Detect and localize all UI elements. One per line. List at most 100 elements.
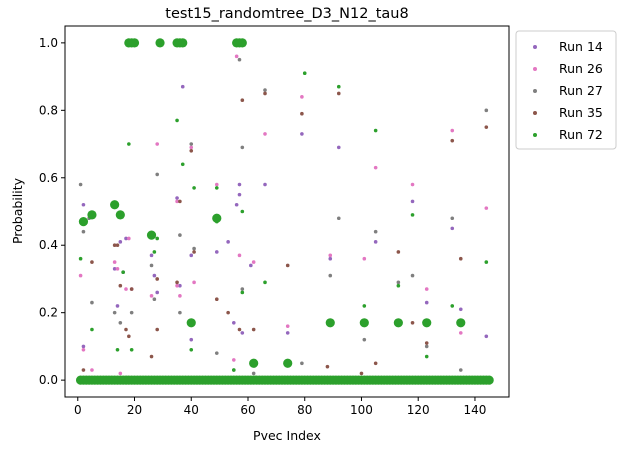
data-point-large	[110, 200, 120, 210]
data-point	[237, 327, 242, 332]
data-point	[81, 344, 86, 349]
data-point	[424, 287, 429, 291]
data-point	[373, 361, 378, 366]
data-point	[78, 273, 83, 278]
data-point	[118, 240, 123, 244]
data-point-large	[237, 38, 247, 48]
y-tick-label: 0.2	[39, 306, 58, 320]
data-point	[450, 304, 455, 308]
data-point-large	[115, 210, 125, 220]
data-point-large	[456, 318, 466, 328]
data-point	[410, 273, 415, 278]
data-point-large	[484, 375, 494, 385]
data-point	[484, 334, 489, 339]
data-point	[410, 321, 415, 325]
legend-label: Run 72	[559, 127, 603, 142]
data-point	[155, 277, 160, 281]
data-point	[328, 256, 333, 261]
data-point	[285, 324, 290, 328]
data-point	[226, 310, 230, 315]
x-tick-label: 0	[74, 403, 82, 417]
data-point	[178, 233, 182, 237]
data-point	[175, 196, 179, 200]
data-point	[127, 142, 131, 146]
data-point	[189, 347, 194, 352]
data-point	[124, 287, 128, 291]
data-point	[336, 145, 341, 150]
data-point	[121, 270, 125, 275]
data-point	[127, 236, 131, 241]
data-point	[237, 57, 242, 62]
data-point	[180, 162, 185, 167]
data-point	[78, 182, 83, 187]
data-point	[458, 331, 463, 335]
points-layer	[76, 38, 494, 385]
data-point	[362, 304, 367, 308]
data-point	[263, 182, 267, 187]
data-point	[263, 280, 267, 285]
data-point	[214, 186, 219, 190]
data-point	[214, 182, 219, 187]
data-point-large	[87, 210, 97, 220]
data-point	[81, 229, 86, 234]
data-point	[458, 256, 463, 261]
data-point	[118, 321, 123, 325]
data-point	[189, 253, 194, 258]
data-point	[263, 88, 267, 92]
x-tick-label: 120	[407, 403, 430, 417]
data-point	[90, 260, 94, 264]
data-point	[214, 297, 219, 301]
data-point	[396, 280, 401, 285]
data-point	[124, 236, 128, 241]
data-point	[81, 368, 86, 372]
legend-marker	[533, 133, 537, 137]
y-tick-label: 0.6	[39, 171, 58, 185]
x-tick-label: 100	[350, 403, 373, 417]
data-point	[175, 118, 179, 123]
legend-marker	[533, 45, 537, 49]
data-point	[152, 250, 157, 254]
data-point	[81, 202, 86, 207]
data-point	[458, 307, 463, 312]
data-point	[285, 263, 290, 268]
y-tick-label: 0.0	[39, 373, 58, 387]
data-point	[240, 331, 245, 335]
data-point	[240, 209, 245, 214]
data-point	[115, 347, 120, 352]
data-point-large	[212, 213, 222, 223]
data-point	[149, 253, 154, 258]
data-point	[129, 287, 134, 291]
legend-label: Run 27	[559, 83, 603, 98]
chart-title: test15_randomtree_D3_N12_tau8	[165, 6, 408, 22]
legend-marker	[533, 89, 537, 93]
data-point	[396, 250, 401, 254]
legend-box	[515, 30, 617, 150]
y-tick-label: 0.8	[39, 103, 58, 117]
data-point	[450, 138, 455, 143]
legend: Run 14 Run 26 Run 27 Run 35 Run 72	[515, 30, 617, 150]
data-point	[175, 283, 179, 288]
data-point	[484, 108, 489, 113]
data-point	[214, 351, 219, 355]
data-point	[189, 337, 194, 342]
data-point	[232, 358, 236, 362]
data-point	[302, 71, 307, 76]
data-point	[155, 327, 160, 332]
data-point	[458, 368, 463, 372]
data-point-large	[325, 318, 335, 328]
y-axis: 0.0 0.2 0.4 0.6 0.8 1.0	[39, 36, 65, 387]
data-point	[178, 283, 182, 288]
data-point	[237, 182, 242, 187]
data-point	[424, 341, 429, 345]
data-point	[155, 172, 160, 177]
data-point	[484, 206, 489, 210]
x-axis: 0 20 40 60 80 100 120 140	[74, 397, 486, 417]
data-point	[362, 256, 367, 261]
plot-frame	[64, 25, 510, 398]
data-point	[325, 364, 330, 369]
data-point	[410, 213, 415, 217]
data-point	[424, 344, 429, 349]
data-point	[118, 371, 123, 376]
data-point	[115, 304, 120, 308]
